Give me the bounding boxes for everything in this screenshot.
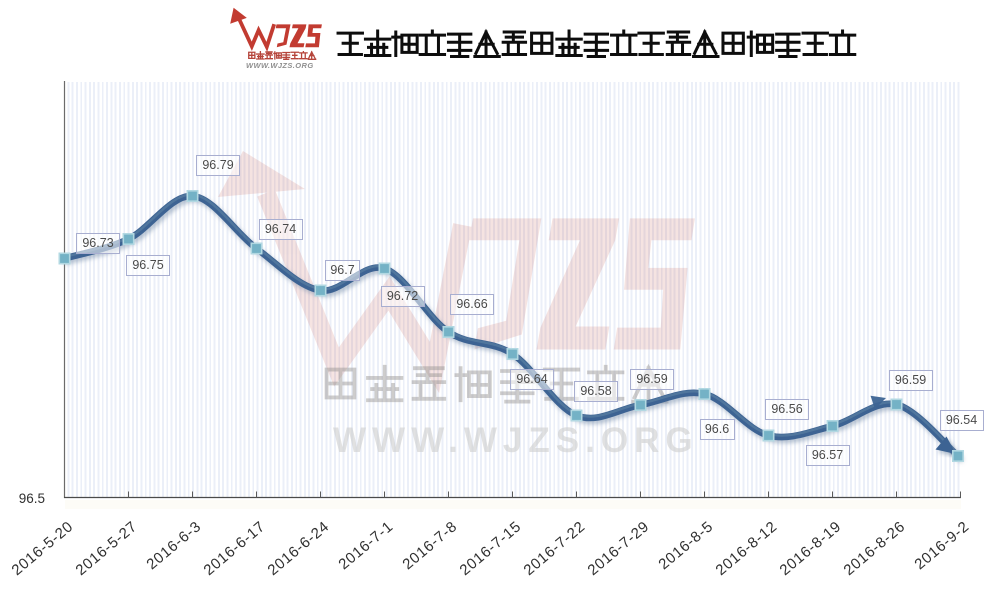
svg-text:WWW.WJZS.ORG: WWW.WJZS.ORG: [246, 61, 314, 70]
svg-text:WWW.WJZS.ORG: WWW.WJZS.ORG: [333, 421, 699, 460]
